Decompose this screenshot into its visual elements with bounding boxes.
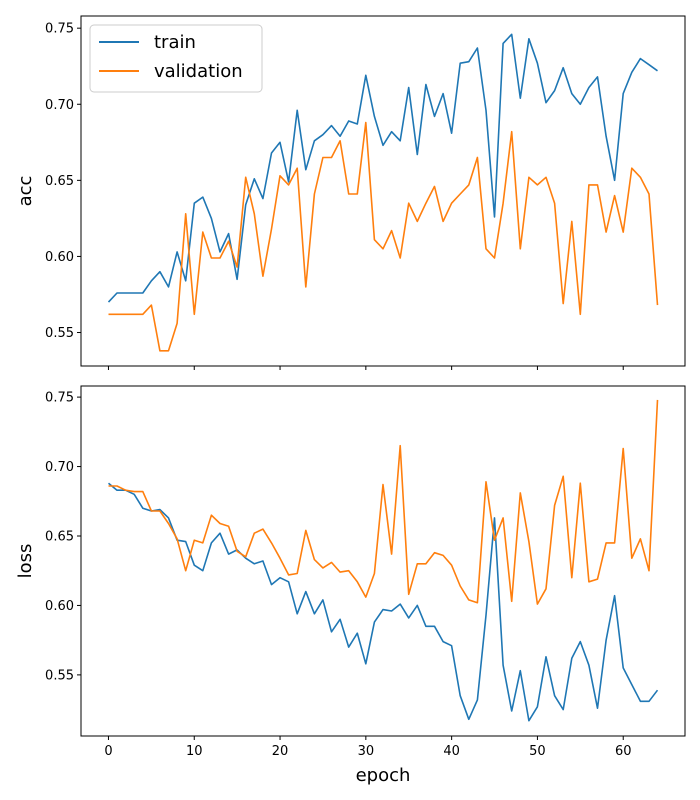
y-tick-label: 0.60 — [45, 599, 74, 614]
acc-panel: 0.55 0.60 0.65 0.70 0.75 acc train validation — [15, 15, 686, 370]
legend-label-validation: validation — [154, 61, 243, 82]
plot-frame — [80, 385, 686, 737]
x-axis-label: epoch — [356, 765, 411, 786]
y-tick-label: 0.60 — [45, 250, 74, 265]
series-line-train — [107, 33, 658, 303]
y-tick-label: 0.65 — [45, 530, 74, 545]
y-tick-label: 0.70 — [45, 98, 74, 113]
series-line-validation — [108, 399, 659, 605]
y-tick-label: 0.65 — [45, 174, 74, 189]
x-tick-label: 50 — [529, 744, 546, 759]
x-tick-label: 20 — [272, 744, 289, 759]
x-tick-label: 0 — [104, 744, 112, 759]
y-tick-label: 0.75 — [45, 22, 74, 37]
series-line-validation — [108, 121, 659, 352]
x-tick-label: 60 — [615, 744, 632, 759]
series-line-train — [107, 482, 659, 722]
x-tick-label: 30 — [358, 744, 375, 759]
x-tick-label: 40 — [443, 744, 460, 759]
x-tick-label: 10 — [186, 744, 203, 759]
y-axis-label: loss — [15, 544, 36, 579]
legend-label-train: train — [154, 32, 196, 53]
legend: train validation — [89, 24, 263, 93]
y-tick-label: 0.70 — [45, 460, 74, 475]
y-tick-label: 0.55 — [45, 668, 74, 683]
y-axis-label: acc — [15, 176, 36, 207]
loss-panel: 0.55 0.60 0.65 0.70 0.75 0 10 20 30 40 50 60 loss epo… — [15, 385, 686, 786]
y-tick-label: 0.75 — [45, 391, 74, 406]
y-tick-label: 0.55 — [45, 326, 74, 341]
plot-frame — [80, 15, 686, 367]
